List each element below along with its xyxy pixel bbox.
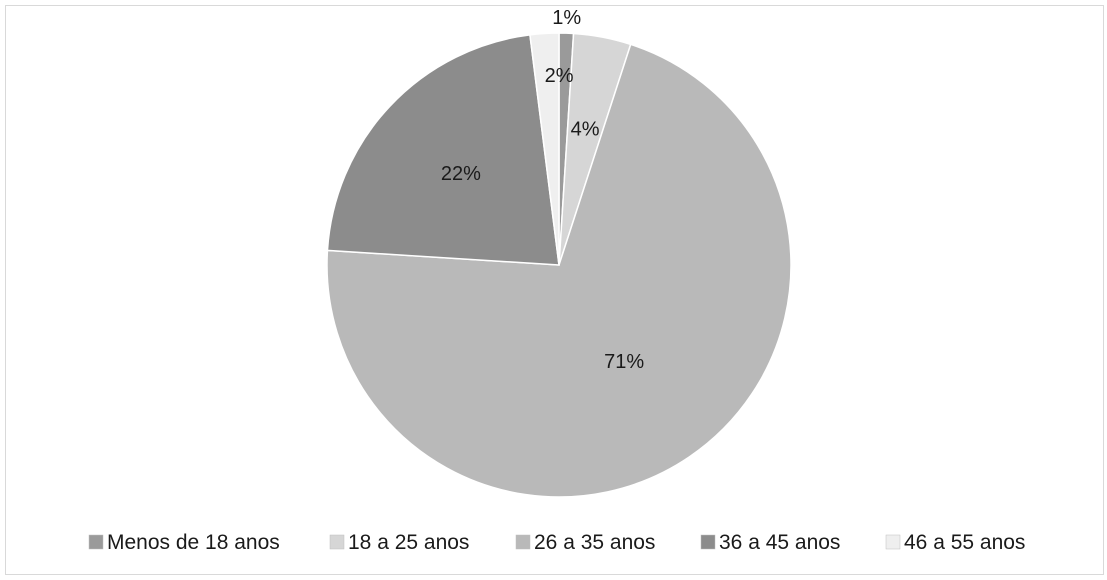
legend-swatch-2 [516, 535, 530, 549]
legend-swatch-3 [701, 535, 715, 549]
legend-label-1: 18 a 25 anos [348, 531, 469, 554]
legend-item-0: Menos de 18 anos [89, 531, 280, 554]
legend-item-1: 18 a 25 anos [330, 531, 469, 554]
data-label-1: 4% [571, 118, 600, 140]
data-label-3: 22% [441, 163, 481, 185]
legend-item-3: 36 a 45 anos [701, 531, 840, 554]
pie-slices [327, 33, 791, 497]
data-label-0: 1% [552, 7, 581, 29]
legend-swatch-4 [886, 535, 900, 549]
legend-label-2: 26 a 35 anos [534, 531, 655, 554]
data-label-2: 71% [604, 351, 644, 373]
pie-slice-3 [327, 35, 559, 265]
legend: Menos de 18 anos 18 a 25 anos 26 a 35 anos… [89, 531, 1025, 554]
legend-item-2: 26 a 35 anos [516, 531, 655, 554]
legend-swatch-0 [89, 535, 103, 549]
legend-label-4: 46 a 55 anos [904, 531, 1025, 554]
data-label-4: 2% [545, 65, 574, 87]
legend-label-0: Menos de 18 anos [107, 531, 280, 554]
legend-swatch-1 [330, 535, 344, 549]
legend-item-4: 46 a 55 anos [886, 531, 1025, 554]
legend-label-3: 36 a 45 anos [719, 531, 840, 554]
